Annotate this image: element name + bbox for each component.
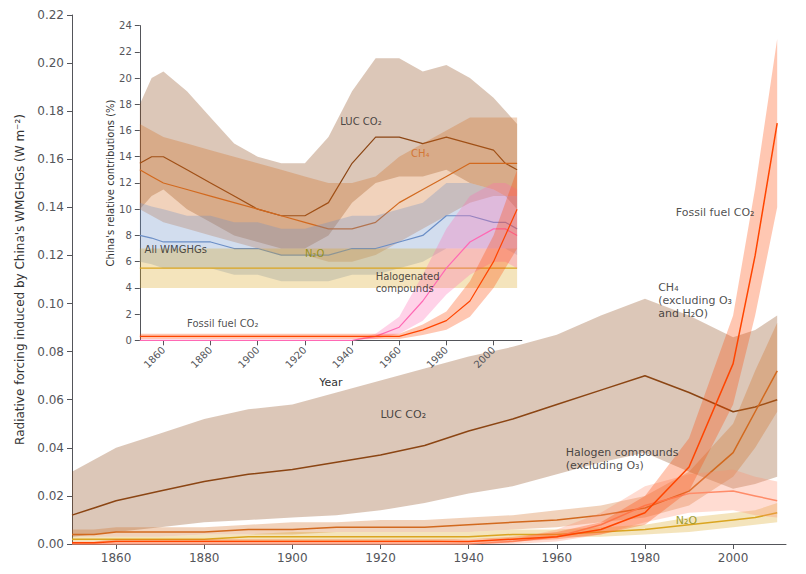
svg-text:(excluding O₃): (excluding O₃) <box>566 459 644 472</box>
svg-text:12: 12 <box>119 177 132 188</box>
svg-text:1920: 1920 <box>283 344 309 370</box>
svg-text:LUC CO₂: LUC CO₂ <box>381 408 427 421</box>
svg-text:1880: 1880 <box>189 551 220 565</box>
svg-text:N₂O: N₂O <box>676 514 698 527</box>
svg-text:6: 6 <box>125 256 131 267</box>
svg-text:1980: 1980 <box>425 344 451 370</box>
svg-text:1880: 1880 <box>189 344 215 370</box>
svg-text:1900: 1900 <box>277 551 308 565</box>
svg-text:16: 16 <box>119 125 132 136</box>
svg-text:(excluding O₃: (excluding O₃ <box>658 294 732 307</box>
svg-text:1940: 1940 <box>453 551 484 565</box>
svg-text:0.18: 0.18 <box>37 104 64 118</box>
svg-text:LUC CO₂: LUC CO₂ <box>340 116 381 127</box>
svg-text:1860: 1860 <box>142 344 168 370</box>
svg-text:0.00: 0.00 <box>37 537 64 551</box>
svg-text:CH₄: CH₄ <box>658 281 679 294</box>
svg-text:0.20: 0.20 <box>37 56 64 70</box>
svg-text:China's relative contributions: China's relative contributions (%) <box>105 99 116 266</box>
svg-text:18: 18 <box>119 99 132 110</box>
svg-text:0.04: 0.04 <box>37 441 64 455</box>
svg-text:N₂O: N₂O <box>305 248 324 259</box>
svg-text:4: 4 <box>125 282 131 293</box>
svg-text:and H₂O): and H₂O) <box>658 307 708 320</box>
svg-text:CH₄: CH₄ <box>411 148 430 159</box>
svg-text:Fossil fuel CO₂: Fossil fuel CO₂ <box>676 206 755 219</box>
svg-text:Fossil fuel CO₂: Fossil fuel CO₂ <box>187 318 259 329</box>
svg-text:1960: 1960 <box>377 344 403 370</box>
svg-text:1940: 1940 <box>330 344 356 370</box>
svg-text:0.22: 0.22 <box>37 8 64 22</box>
svg-text:1960: 1960 <box>542 551 573 565</box>
svg-text:14: 14 <box>119 151 132 162</box>
svg-text:compounds: compounds <box>376 283 434 294</box>
svg-text:Halogenated: Halogenated <box>376 271 440 282</box>
svg-text:24: 24 <box>119 20 132 31</box>
svg-text:10: 10 <box>119 204 132 215</box>
svg-text:1980: 1980 <box>630 551 661 565</box>
svg-text:1860: 1860 <box>101 551 132 565</box>
svg-text:1920: 1920 <box>365 551 396 565</box>
svg-text:2: 2 <box>125 309 131 320</box>
svg-text:2000: 2000 <box>472 344 498 370</box>
svg-text:Year: Year <box>318 376 343 389</box>
svg-text:0.10: 0.10 <box>37 297 64 311</box>
svg-text:0.02: 0.02 <box>37 489 64 503</box>
svg-text:0.08: 0.08 <box>37 345 64 359</box>
svg-text:1900: 1900 <box>236 344 262 370</box>
svg-text:0: 0 <box>125 335 131 346</box>
svg-text:0.16: 0.16 <box>37 152 64 166</box>
svg-text:0.12: 0.12 <box>37 248 64 262</box>
svg-text:0.14: 0.14 <box>37 200 64 214</box>
svg-text:All WMGHGs: All WMGHGs <box>145 244 207 255</box>
svg-text:22: 22 <box>119 46 132 57</box>
svg-text:Radiative forcing induced by C: Radiative forcing induced by China's WMG… <box>13 114 27 445</box>
svg-text:Halogen compounds: Halogen compounds <box>566 446 679 459</box>
svg-text:0.06: 0.06 <box>37 393 64 407</box>
svg-text:2000: 2000 <box>718 551 749 565</box>
svg-text:20: 20 <box>119 73 132 84</box>
svg-text:8: 8 <box>125 230 131 241</box>
